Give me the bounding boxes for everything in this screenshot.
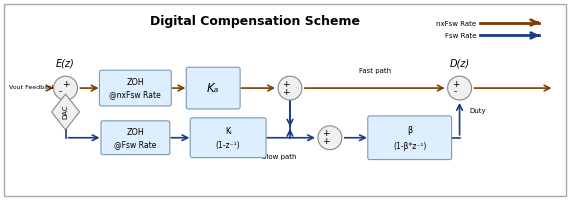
Text: (1-z⁻¹): (1-z⁻¹) — [216, 141, 241, 150]
FancyBboxPatch shape — [190, 118, 266, 158]
Text: Digital Compensation Scheme: Digital Compensation Scheme — [150, 15, 360, 28]
Text: D(z): D(z) — [450, 58, 470, 68]
Polygon shape — [51, 94, 79, 130]
Text: -: - — [454, 88, 457, 97]
Text: E(z): E(z) — [56, 58, 75, 68]
Text: β: β — [407, 126, 412, 135]
Text: ZOH: ZOH — [127, 78, 144, 87]
Text: Kᵢ: Kᵢ — [225, 127, 231, 136]
Circle shape — [318, 126, 342, 150]
FancyBboxPatch shape — [368, 116, 451, 160]
Text: +: + — [322, 137, 329, 146]
FancyBboxPatch shape — [186, 67, 240, 109]
Text: @nxFsw Rate: @nxFsw Rate — [109, 91, 161, 100]
Text: +: + — [62, 80, 70, 89]
Text: Fast path: Fast path — [359, 68, 391, 74]
Text: Fsw Rate: Fsw Rate — [445, 33, 477, 39]
Text: +: + — [322, 129, 329, 138]
Text: +: + — [452, 80, 459, 89]
Text: Vout Feedback: Vout Feedback — [9, 85, 55, 90]
Text: @Fsw Rate: @Fsw Rate — [114, 140, 157, 149]
Text: Slow path: Slow path — [262, 154, 296, 160]
Text: (1-β*z⁻¹): (1-β*z⁻¹) — [393, 142, 426, 151]
Text: +: + — [282, 80, 290, 89]
Circle shape — [447, 76, 471, 100]
Text: Duty: Duty — [469, 108, 486, 114]
Text: Kₐ: Kₐ — [207, 82, 219, 95]
Text: +: + — [282, 88, 290, 97]
Text: DAC: DAC — [63, 105, 68, 119]
Text: nxFsw Rate: nxFsw Rate — [437, 21, 477, 27]
Circle shape — [54, 76, 78, 100]
Circle shape — [278, 76, 302, 100]
FancyBboxPatch shape — [101, 121, 170, 155]
Text: ZOH: ZOH — [127, 128, 144, 137]
Text: -: - — [59, 88, 62, 97]
FancyBboxPatch shape — [99, 70, 171, 106]
